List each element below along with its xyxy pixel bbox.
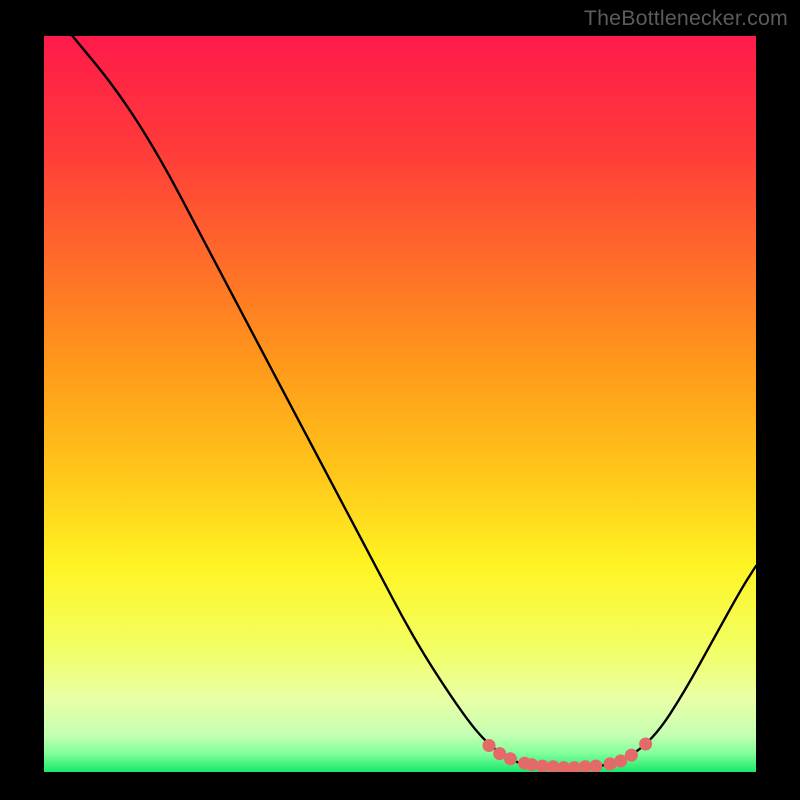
marker-point: [526, 759, 538, 771]
marker-point: [604, 758, 616, 770]
marker-point: [590, 760, 602, 772]
marker-point: [640, 738, 652, 750]
bottleneck-curve-chart: [44, 36, 756, 772]
marker-point: [536, 760, 548, 772]
watermark-text: TheBottlenecker.com: [584, 6, 788, 31]
gradient-background: [44, 36, 756, 772]
marker-point: [579, 761, 591, 772]
marker-point: [615, 755, 627, 767]
marker-point: [625, 749, 637, 761]
marker-point: [504, 753, 516, 765]
marker-point: [494, 748, 506, 760]
marker-point: [547, 761, 559, 772]
marker-point: [483, 740, 495, 752]
chart-container: TheBottlenecker.com: [0, 0, 800, 800]
